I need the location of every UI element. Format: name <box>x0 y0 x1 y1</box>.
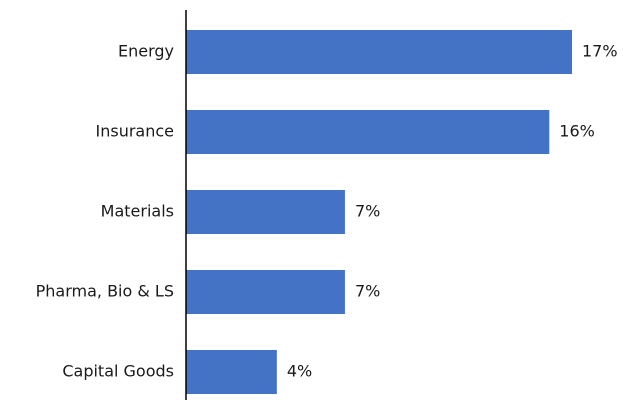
value-label-insurance: 16% <box>559 122 595 141</box>
bar-capital-goods <box>186 350 277 394</box>
category-label-materials: Materials <box>101 202 174 221</box>
bar-insurance <box>186 110 550 154</box>
value-label-energy: 17% <box>582 42 618 61</box>
value-label-capital-goods: 4% <box>287 362 312 381</box>
category-label-pharma-bio-ls: Pharma, Bio & LS <box>36 282 174 301</box>
category-label-group: Energy Insurance Materials Pharma, Bio & LS… <box>36 42 174 381</box>
bar-energy <box>186 30 572 74</box>
value-label-group: 17% 16% 7% 7% 4% <box>287 42 618 381</box>
value-label-materials: 7% <box>355 202 380 221</box>
bar-materials <box>186 190 345 234</box>
category-label-energy: Energy <box>118 42 174 61</box>
category-label-capital-goods: Capital Goods <box>62 362 174 381</box>
category-label-insurance: Insurance <box>96 122 175 141</box>
bar-group <box>186 30 572 394</box>
bar-pharma-bio-ls <box>186 270 345 314</box>
value-label-pharma-bio-ls: 7% <box>355 282 380 301</box>
